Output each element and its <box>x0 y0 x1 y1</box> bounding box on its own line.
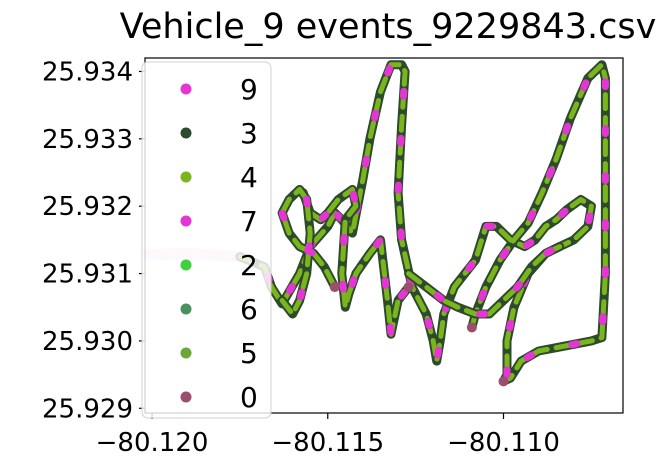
point-series-0-3 <box>498 376 509 387</box>
point-series-0-0 <box>466 322 477 333</box>
route-3-track-9 <box>299 185 413 338</box>
legend-label-0: 0 <box>240 381 258 414</box>
legend-marker-9 <box>180 83 192 95</box>
legend-label-4: 4 <box>240 161 258 194</box>
legend-marker-4 <box>180 171 192 183</box>
legend-label-3: 3 <box>240 117 258 150</box>
x-tick-label-2: −80.110 <box>447 428 560 458</box>
legend-marker-5 <box>180 347 192 359</box>
y-tick-label-3: 25.932 <box>42 192 133 222</box>
legend-label-5: 5 <box>240 337 258 370</box>
y-tick-label-0: 25.929 <box>42 394 133 424</box>
x-tick-label-0: −80.120 <box>96 428 209 458</box>
x-tick-label-1: −80.115 <box>271 428 384 458</box>
y-tick-label-1: 25.930 <box>42 327 133 357</box>
legend-marker-2 <box>180 259 192 271</box>
legend-label-7: 7 <box>240 205 258 238</box>
y-tick-label-2: 25.931 <box>42 260 133 290</box>
legend-box <box>141 61 272 419</box>
legend-label-9: 9 <box>240 73 258 106</box>
point-series-0-2 <box>329 282 340 293</box>
y-axis: 25.929 25.930 25.931 25.932 25.933 25.934 <box>42 57 145 424</box>
legend-marker-7 <box>180 215 192 227</box>
chart-title: Vehicle_9 events_9229843.csv <box>120 7 657 47</box>
x-axis: −80.120 −80.115 −80.110 <box>96 413 560 458</box>
plot-layer <box>143 60 610 387</box>
y-tick-label-4: 25.933 <box>42 125 133 155</box>
legend-marker-0 <box>180 391 192 403</box>
route-4-track-9 <box>278 185 339 318</box>
route-main-track-4 <box>237 62 608 384</box>
route-main-track-3 <box>235 60 610 386</box>
legend-marker-3 <box>180 127 192 139</box>
y-tick-label-5: 25.934 <box>42 57 133 87</box>
legend: 9 3 4 7 2 6 5 0 <box>141 61 272 419</box>
legend-label-6: 6 <box>240 293 258 326</box>
legend-marker-6 <box>180 303 192 315</box>
route-2-track-9 <box>405 243 564 318</box>
legend-label-2: 2 <box>240 249 258 282</box>
point-series-0-1 <box>403 282 414 293</box>
